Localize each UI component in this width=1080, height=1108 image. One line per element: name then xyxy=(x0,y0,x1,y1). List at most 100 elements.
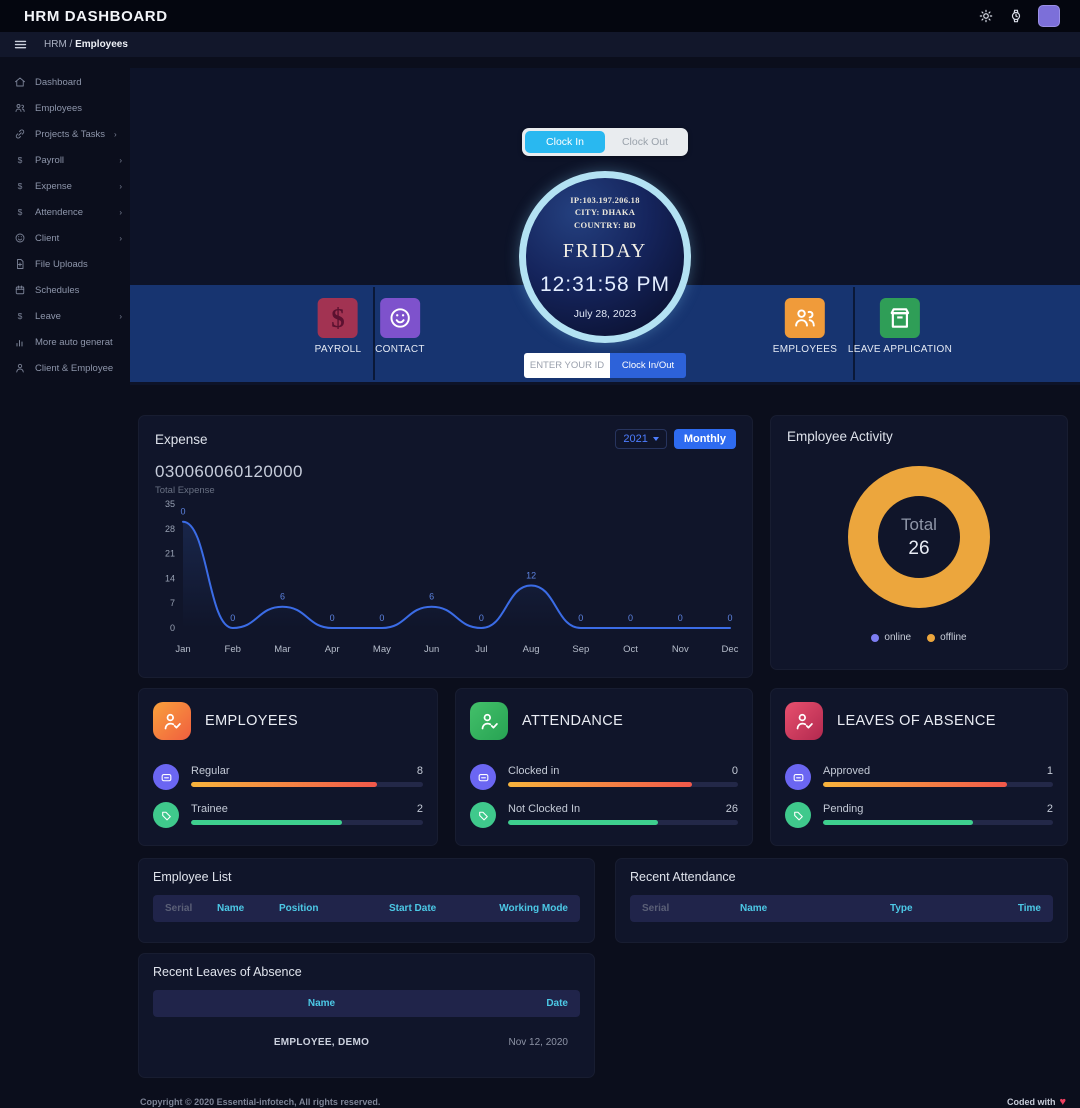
copyright-text: Copyright © 2020 Essential-infotech, All… xyxy=(140,1097,381,1107)
sidebar-item-projects-tasks[interactable]: Projects & Tasks › xyxy=(0,121,130,147)
chevron-right-icon: › xyxy=(119,181,122,191)
sidebar-item-client-employee[interactable]: Client & Employee xyxy=(0,355,130,381)
svg-text:Feb: Feb xyxy=(225,644,241,655)
file-icon xyxy=(14,258,26,270)
sidebar-item-schedules[interactable]: Schedules xyxy=(0,277,130,303)
quick-link-employees[interactable]: EMPLOYEES xyxy=(773,298,837,355)
activity-title: Employee Activity xyxy=(787,429,893,444)
svg-text:6: 6 xyxy=(280,592,285,602)
sidebar-item-leave[interactable]: Leave › xyxy=(0,303,130,329)
breadcrumb: HRM / Employees xyxy=(44,39,128,50)
table-row[interactable]: EMPLOYEE, DEMO Nov 12, 2020 xyxy=(153,1037,580,1048)
stat-row-not-clocked-in: Not Clocked In 26 xyxy=(470,802,738,828)
employee-list-title: Employee List xyxy=(153,870,232,884)
stat-row-regular: Regular 8 xyxy=(153,764,423,790)
card-icon xyxy=(153,764,179,790)
monthly-button[interactable]: Monthly xyxy=(673,429,736,449)
watch-icon[interactable] xyxy=(1008,8,1024,24)
recent-attendance-title: Recent Attendance xyxy=(630,870,736,884)
country: COUNTRY: BD xyxy=(574,219,636,230)
legend-offline[interactable]: offline xyxy=(927,632,967,643)
quick-link-leave-application[interactable]: LEAVE APPLICATION xyxy=(848,298,952,355)
svg-text:7: 7 xyxy=(170,598,175,608)
sidebar-item-attendence[interactable]: Attendence › xyxy=(0,199,130,225)
expense-total-label: Total Expense xyxy=(155,485,215,496)
svg-text:0: 0 xyxy=(727,613,732,623)
home-icon xyxy=(14,76,26,88)
employees-card-icon xyxy=(153,702,191,740)
current-date: July 28, 2023 xyxy=(573,307,637,320)
online-dot-icon xyxy=(871,633,880,642)
divider xyxy=(373,287,375,380)
avatar[interactable] xyxy=(1038,5,1060,27)
sidebar: Dashboard Employees Projects & Tasks › Pa… xyxy=(0,57,130,1108)
svg-text:0: 0 xyxy=(379,613,384,623)
svg-text:0: 0 xyxy=(678,613,683,623)
svg-text:0: 0 xyxy=(578,613,583,623)
weekday: FRIDAY xyxy=(562,239,648,262)
svg-text:May: May xyxy=(373,644,391,655)
attendance-card-icon xyxy=(470,702,508,740)
app-title: HRM DASHBOARD xyxy=(24,7,168,25)
menu-icon[interactable] xyxy=(13,37,28,52)
dollar-icon xyxy=(14,180,26,192)
svg-text:12: 12 xyxy=(526,570,536,580)
donut-total-label: Total xyxy=(901,514,937,534)
divider xyxy=(853,287,855,380)
smiley-icon xyxy=(14,232,26,244)
chevron-down-icon xyxy=(652,437,659,441)
svg-text:Jan: Jan xyxy=(175,644,190,655)
recent-leaves-card: Recent Leaves of Absence Name Date EMPLO… xyxy=(138,953,595,1078)
svg-text:Jun: Jun xyxy=(424,644,439,655)
activity-legend: online offline xyxy=(787,632,1051,643)
svg-text:0: 0 xyxy=(180,507,185,517)
leaves-card-icon xyxy=(785,702,823,740)
employee-id-input[interactable] xyxy=(523,353,610,378)
expense-title: Expense xyxy=(155,431,208,447)
bar-chart-icon xyxy=(14,336,26,348)
tag-icon xyxy=(785,802,811,828)
chevron-right-icon: › xyxy=(114,129,117,139)
leave-employee-name: EMPLOYEE, DEMO xyxy=(273,1037,370,1048)
clock-in-out-button[interactable]: Clock In/Out xyxy=(609,353,687,378)
clock-hero: Clock In Clock Out IP:103.197.206.18 CIT… xyxy=(130,68,1080,385)
svg-text:14: 14 xyxy=(165,573,175,583)
stat-row-pending: Pending 2 xyxy=(785,802,1053,828)
clock-out-tab[interactable]: Clock Out xyxy=(605,131,685,153)
chevron-right-icon: › xyxy=(119,311,122,321)
employee-list-card: Employee List Serial Name Position Start… xyxy=(138,858,595,943)
svg-text:Sep: Sep xyxy=(572,644,589,655)
stat-row-clocked-in: Clocked in 0 xyxy=(470,764,738,790)
sidebar-item-employees[interactable]: Employees xyxy=(0,95,130,121)
svg-text:Dec: Dec xyxy=(722,644,738,655)
svg-text:Aug: Aug xyxy=(523,644,540,655)
users-icon xyxy=(14,102,26,114)
breadcrumb-root[interactable]: HRM / xyxy=(44,39,73,50)
svg-text:0: 0 xyxy=(230,613,235,623)
quick-link-payroll[interactable]: $ PAYROLL xyxy=(315,298,362,355)
chevron-right-icon: › xyxy=(119,207,122,217)
main-content: Clock In Clock Out IP:103.197.206.18 CIT… xyxy=(130,57,1080,1108)
employees-stat-card: EMPLOYEES Regular 8 xyxy=(138,688,438,846)
sidebar-item-expense[interactable]: Expense › xyxy=(0,173,130,199)
year-select[interactable]: 2021 xyxy=(615,429,667,449)
city: CITY: DHAKA xyxy=(574,207,636,218)
heart-icon: ♥ xyxy=(1059,1096,1066,1108)
sidebar-item-payroll[interactable]: Payroll › xyxy=(0,147,130,173)
leave-application-icon xyxy=(880,298,920,338)
sidebar-item-client[interactable]: Client › xyxy=(0,225,130,251)
sidebar-item-more-auto-generate[interactable]: More auto generat xyxy=(0,329,130,355)
sidebar-item-dashboard[interactable]: Dashboard xyxy=(0,69,130,95)
breadcrumb-current: Employees xyxy=(75,39,128,50)
donut-total-value: 26 xyxy=(908,537,930,559)
clock-form: Clock In/Out xyxy=(130,353,1080,378)
clock-in-tab[interactable]: Clock In xyxy=(525,131,605,153)
contact-icon xyxy=(379,298,420,338)
legend-online[interactable]: online xyxy=(871,632,911,643)
light-mode-icon[interactable] xyxy=(978,8,994,24)
employee-list-header: Serial Name Position Start Date Working … xyxy=(153,895,580,922)
sidebar-item-file-uploads[interactable]: File Uploads xyxy=(0,251,130,277)
link-icon xyxy=(14,128,26,140)
quick-link-contact[interactable]: CONTACT xyxy=(375,298,425,355)
current-time: 12:31:58 PM xyxy=(539,272,671,296)
